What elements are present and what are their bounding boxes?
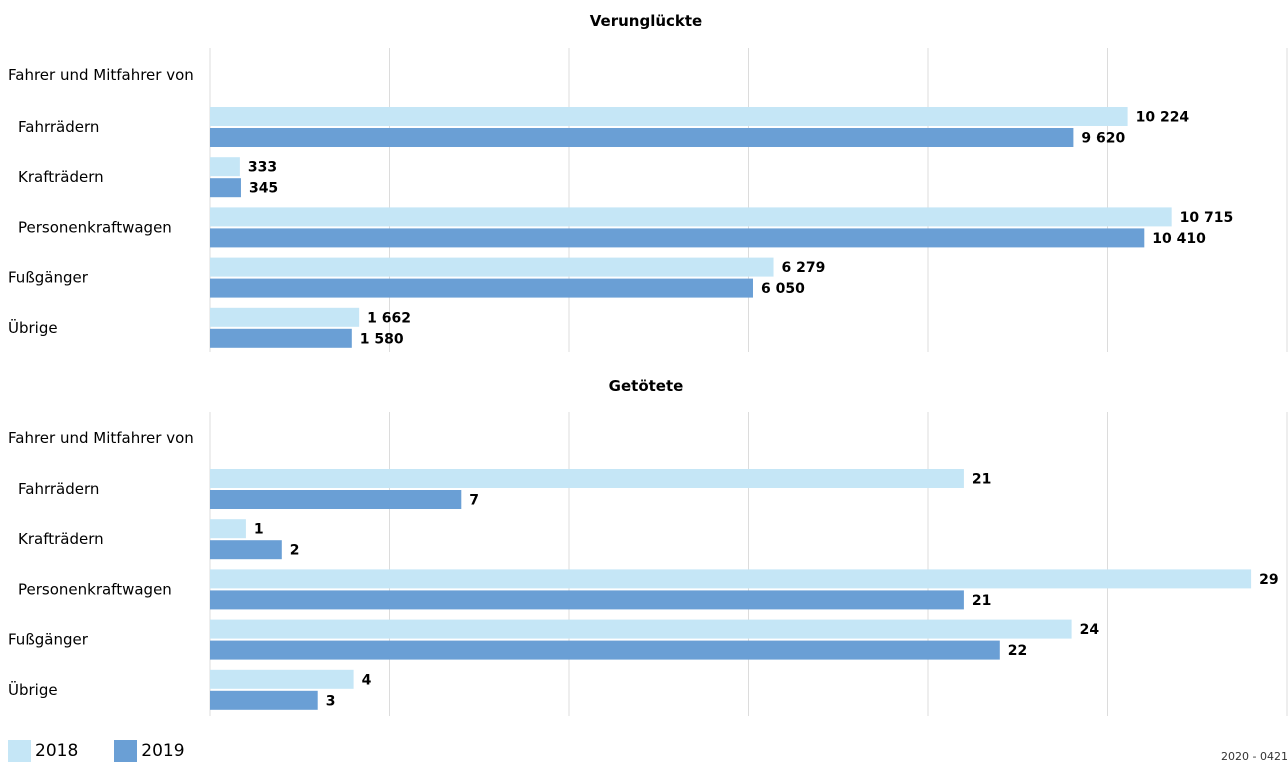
bar-2019	[210, 540, 282, 560]
data-label-2018: 21	[972, 472, 991, 488]
category-label: Krafträdern	[18, 168, 104, 186]
data-label-2019: 7	[469, 493, 479, 509]
bar-2019	[210, 178, 241, 198]
data-label-2018: 1 662	[367, 310, 411, 326]
bar-2019	[210, 228, 1145, 248]
legend-item-2018: 2018	[8, 740, 78, 762]
data-label-2018: 333	[248, 160, 277, 176]
data-label-2019: 6 050	[761, 281, 805, 297]
bar-2019	[210, 640, 1000, 660]
category-label: Fußgänger	[8, 631, 89, 649]
chart-title: Verunglückte	[590, 12, 703, 30]
category-label: Übrige	[8, 318, 58, 337]
category-label: Fußgänger	[8, 269, 89, 287]
bar-2018	[210, 107, 1128, 126]
bar-2018	[210, 469, 964, 488]
category-label: Krafträdern	[18, 530, 104, 548]
category-label: Fahrrädern	[18, 480, 99, 498]
data-label-2018: 6 279	[782, 260, 826, 276]
source-id: 2020 - 0421	[1221, 750, 1288, 763]
data-label-2018: 10 224	[1136, 110, 1190, 126]
data-label-2019: 3	[326, 693, 336, 709]
category-label: Personenkraftwagen	[18, 218, 172, 236]
group-header: Fahrer und Mitfahrer von	[8, 429, 194, 447]
category-label: Fahrrädern	[18, 118, 99, 136]
bar-2018	[210, 569, 1252, 589]
category-label: Übrige	[8, 680, 58, 699]
legend-item-2019: 2019	[114, 740, 185, 762]
bar-2018	[210, 257, 774, 277]
category-label: Personenkraftwagen	[18, 580, 172, 598]
data-label-2018: 10 715	[1180, 210, 1234, 226]
legend-label-2018: 2018	[35, 741, 79, 761]
bar-2019	[210, 590, 964, 610]
bar-2019	[210, 690, 318, 710]
legend-swatch-2019	[114, 740, 138, 762]
bar-2018	[210, 207, 1172, 227]
data-label-2019: 2	[290, 543, 300, 559]
data-label-2018: 4	[362, 672, 372, 688]
data-label-2018: 1	[254, 522, 264, 538]
bar-2018	[210, 619, 1072, 639]
bar-2019	[210, 128, 1074, 147]
group-header: Fahrer und Mitfahrer von	[8, 66, 194, 84]
bar-2018	[210, 307, 360, 327]
data-label-2019: 10 410	[1152, 231, 1206, 247]
data-label-2019: 21	[972, 593, 991, 609]
bar-2018	[210, 519, 246, 539]
data-label-2019: 1 580	[360, 331, 404, 347]
bar-2018	[210, 157, 240, 177]
bar-2018	[210, 669, 354, 689]
legend-swatch-2018	[8, 740, 31, 762]
data-label-2018: 29	[1259, 572, 1278, 588]
legend: 2018 2019	[8, 740, 185, 762]
chart-title: Getötete	[609, 377, 684, 395]
data-label-2018: 24	[1080, 622, 1100, 638]
bar-2019	[210, 328, 352, 348]
legend-label-2019: 2019	[141, 741, 185, 761]
data-label-2019: 22	[1008, 643, 1027, 659]
bar-2019	[210, 490, 462, 509]
data-label-2019: 345	[249, 181, 278, 197]
bar-2019	[210, 278, 753, 298]
data-label-2019: 9 620	[1081, 131, 1125, 147]
